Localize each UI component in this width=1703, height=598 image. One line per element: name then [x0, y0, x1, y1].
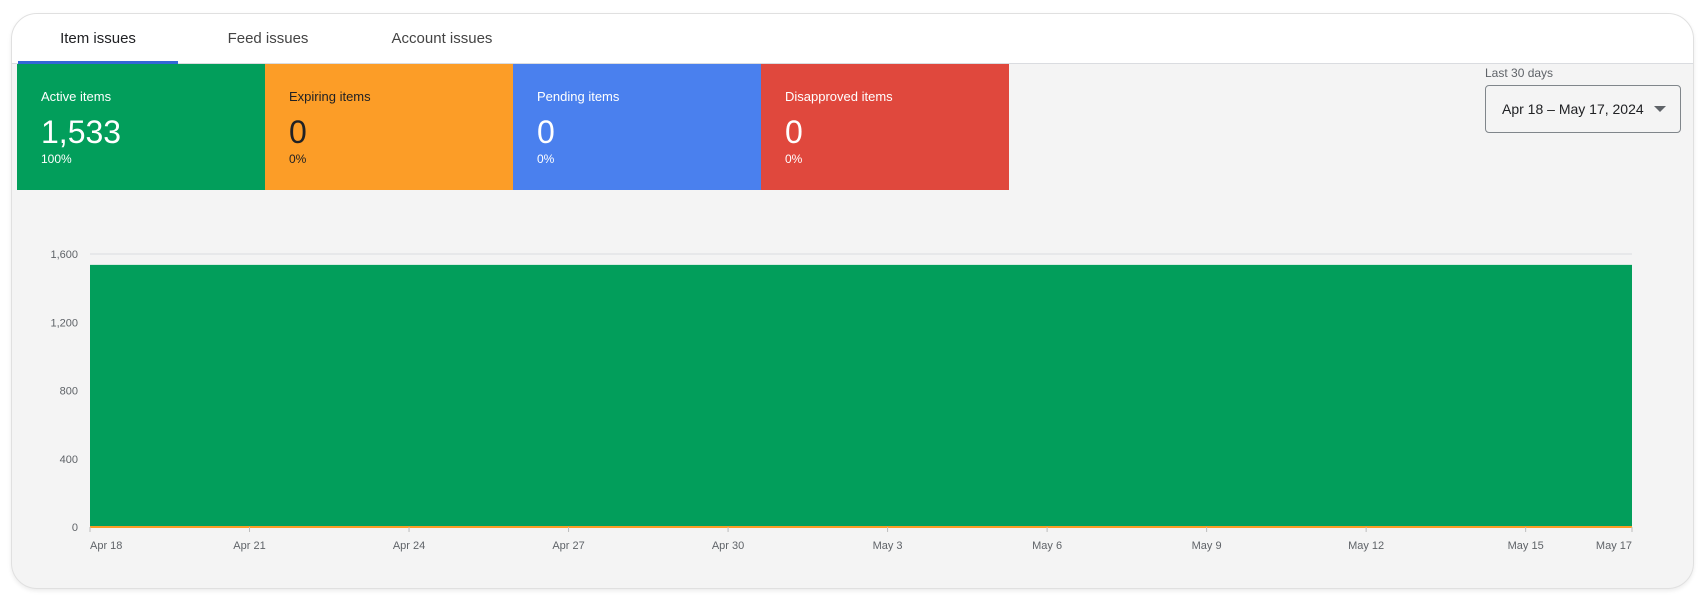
tab-bar: Item issues Feed issues Account issues: [12, 14, 1693, 64]
x-tick-label: Apr 30: [712, 540, 744, 552]
tile-value: 0: [289, 114, 307, 150]
tile-expiring-items[interactable]: Expiring items 0 0%: [265, 64, 513, 190]
x-tick-label: May 3: [873, 540, 903, 552]
tile-disapproved-items[interactable]: Disapproved items 0 0%: [761, 64, 1009, 190]
date-range-dropdown[interactable]: Apr 18 – May 17, 2024: [1485, 85, 1681, 133]
dropdown-arrow-icon: [1654, 106, 1666, 112]
date-range-label: Last 30 days: [1485, 66, 1554, 80]
tile-label: Active items: [41, 89, 112, 104]
tab-item-issues[interactable]: Item issues: [18, 14, 178, 64]
x-tick-label: Apr 21: [233, 540, 265, 552]
x-tick-label: May 12: [1348, 540, 1384, 552]
x-tick-label: May 6: [1032, 540, 1062, 552]
tile-active-items[interactable]: Active items 1,533 100%: [17, 64, 265, 190]
tab-account-issues[interactable]: Account issues: [391, 30, 493, 47]
tab-feed-issues[interactable]: Feed issues: [227, 30, 309, 47]
tile-percent: 0%: [785, 152, 803, 166]
tile-label: Pending items: [537, 89, 620, 104]
y-tick-label: 800: [60, 386, 78, 398]
y-tick-label: 1,200: [50, 317, 78, 329]
tile-label: Disapproved items: [785, 89, 893, 104]
x-tick-label: Apr 27: [552, 540, 584, 552]
tile-percent: 0%: [537, 152, 555, 166]
item-issues-card: Item issues Feed issues Account issues A…: [11, 13, 1694, 589]
x-tick-label: Apr 18: [90, 540, 122, 552]
tile-value: 1,533: [41, 114, 122, 150]
tile-percent: 100%: [41, 152, 72, 166]
tile-value: 0: [537, 114, 555, 150]
series-area: [90, 265, 1632, 527]
y-tick-label: 1,600: [50, 249, 78, 261]
items-chart: 0 400 800 1,200 1,600 Apr 18 Apr 21 Apr 24 Apr 2…: [50, 249, 1633, 552]
x-tick-label: May 17: [1596, 540, 1632, 552]
tile-pending-items[interactable]: Pending items 0 0%: [513, 64, 761, 190]
date-range-value: Apr 18 – May 17, 2024: [1502, 101, 1644, 117]
x-tick-label: May 9: [1192, 540, 1222, 552]
tile-value: 0: [785, 114, 803, 150]
y-tick-label: 0: [72, 522, 78, 534]
tile-percent: 0%: [289, 152, 307, 166]
x-tick-label: May 15: [1508, 540, 1544, 552]
x-tick-label: Apr 24: [393, 540, 425, 552]
tile-label: Expiring items: [289, 89, 371, 104]
y-tick-label: 400: [60, 454, 78, 466]
